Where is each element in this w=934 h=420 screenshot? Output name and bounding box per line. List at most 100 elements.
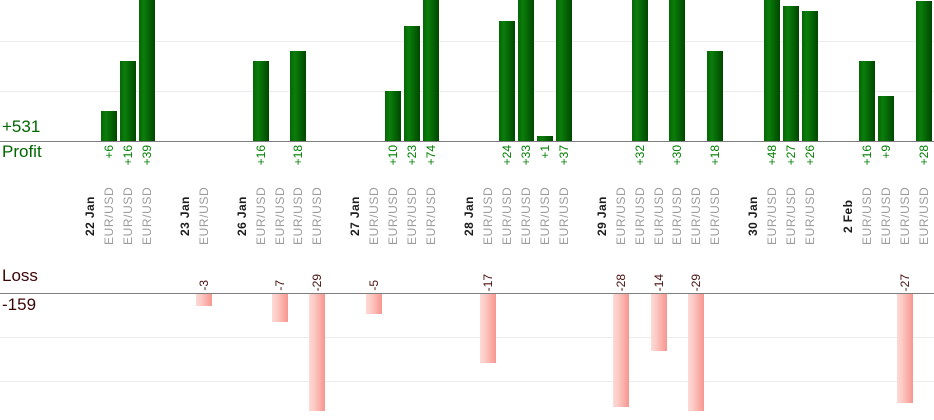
symbol-label: EUR/USD <box>101 186 116 246</box>
symbol-label: EUR/USD <box>537 186 552 246</box>
profit-value-label: +16 <box>859 145 874 166</box>
profit-value-label: +18 <box>708 145 723 166</box>
symbol-label: EUR/USD <box>253 186 268 246</box>
symbol-label: EUR/USD <box>556 186 571 246</box>
profit-bar <box>631 0 648 141</box>
loss-value-label: -5 <box>367 280 382 291</box>
symbol-label: EUR/USD <box>310 186 325 246</box>
profit-value-label: +18 <box>291 145 306 166</box>
loss-value-label: -29 <box>689 273 704 291</box>
profit-axis-line <box>0 141 934 142</box>
profit-value-label: +32 <box>632 145 647 166</box>
profit-value-label: +6 <box>101 145 116 159</box>
profit-value-label: +24 <box>499 145 514 166</box>
profit-value-label: +16 <box>120 145 135 166</box>
symbol-label: EUR/USD <box>670 186 685 246</box>
date-label: 23 Jan <box>177 196 192 236</box>
loss-bar <box>366 294 383 314</box>
symbol-label: EUR/USD <box>859 186 874 246</box>
symbol-label: EUR/USD <box>708 186 723 246</box>
symbol-label: EUR/USD <box>651 186 666 246</box>
loss-value-label: -7 <box>272 280 287 291</box>
loss-bar <box>896 294 913 403</box>
profit-value-label: +1 <box>537 145 552 159</box>
loss-axis-line <box>0 293 934 294</box>
loss-value-label: -14 <box>651 273 666 291</box>
profit-value-label: +26 <box>803 145 818 166</box>
profit-bar <box>783 6 800 141</box>
profit-value-label: +27 <box>784 145 799 166</box>
loss-bar <box>195 294 212 306</box>
symbol-label: EUR/USD <box>632 186 647 246</box>
symbol-label: EUR/USD <box>897 186 912 246</box>
date-label: 22 Jan <box>83 196 97 236</box>
symbol-label: EUR/USD <box>139 186 154 246</box>
symbol-label: EUR/USD <box>689 186 704 246</box>
profit-bar <box>915 1 932 141</box>
symbol-label: EUR/USD <box>424 186 439 246</box>
symbol-label: EUR/USD <box>480 186 495 246</box>
profit-bar <box>536 136 553 141</box>
loss-bar <box>650 294 667 351</box>
profit-bar <box>858 61 875 141</box>
profit-value-label: +28 <box>916 145 931 166</box>
loss-gridline <box>0 381 934 382</box>
symbol-label: EUR/USD <box>405 186 420 246</box>
loss-bar <box>688 294 705 411</box>
loss-value-label: -17 <box>480 273 495 291</box>
symbol-label: EUR/USD <box>878 186 893 246</box>
profit-bar <box>707 51 724 141</box>
profit-plot-area <box>0 0 934 141</box>
date-label: 26 Jan <box>234 196 249 236</box>
profit-gridline <box>0 91 934 92</box>
profit-bar <box>555 0 572 141</box>
date-label: 29 Jan <box>594 196 609 236</box>
symbol-label: EUR/USD <box>613 186 628 246</box>
profit-gridline <box>0 41 934 42</box>
profit-total-value: +531 <box>2 117 41 136</box>
loss-value-label: -3 <box>196 280 211 291</box>
profit-value-label: +33 <box>518 145 533 166</box>
profit-bar <box>498 21 515 141</box>
profit-value-label: +74 <box>424 145 439 166</box>
date-label: 30 Jan <box>746 196 761 236</box>
symbol-label: EUR/USD <box>367 186 382 246</box>
profit-bar <box>290 51 307 141</box>
symbol-label: EUR/USD <box>386 186 401 246</box>
profit-value-label: +48 <box>765 145 780 166</box>
symbol-label: EUR/USD <box>803 186 818 246</box>
loss-bar <box>479 294 496 363</box>
profit-value-label: +10 <box>386 145 401 166</box>
date-label: 27 Jan <box>348 196 363 236</box>
profit-bar <box>802 11 819 141</box>
profit-bar <box>404 26 421 141</box>
symbol-label: EUR/USD <box>272 186 287 246</box>
symbol-label: EUR/USD <box>291 186 306 246</box>
loss-axis-title: Loss <box>2 266 38 285</box>
profit-bar <box>138 0 155 141</box>
profit-bar <box>119 61 136 141</box>
symbol-label: EUR/USD <box>765 186 780 246</box>
profit-bar <box>385 91 402 141</box>
profit-bar <box>100 111 117 141</box>
symbol-label: EUR/USD <box>518 186 533 246</box>
profit-value-label: +23 <box>405 145 420 166</box>
profit-bar <box>423 0 440 141</box>
profit-bar <box>877 96 894 141</box>
profit-bar <box>669 0 686 141</box>
loss-bar <box>271 294 288 322</box>
profit-axis-title: Profit <box>2 142 42 161</box>
loss-gridline <box>0 337 934 338</box>
loss-bar <box>612 294 629 407</box>
symbol-label: EUR/USD <box>784 186 799 246</box>
date-label: 28 Jan <box>462 196 476 236</box>
symbol-label: EUR/USD <box>499 186 514 246</box>
symbol-label: EUR/USD <box>120 186 135 246</box>
symbol-label: EUR/USD <box>916 186 931 246</box>
profit-value-label: +9 <box>878 145 893 159</box>
profit-bar <box>764 0 781 141</box>
profit-bar <box>252 61 269 141</box>
loss-total-value: -159 <box>2 295 37 314</box>
profit-value-label: +37 <box>556 145 571 166</box>
